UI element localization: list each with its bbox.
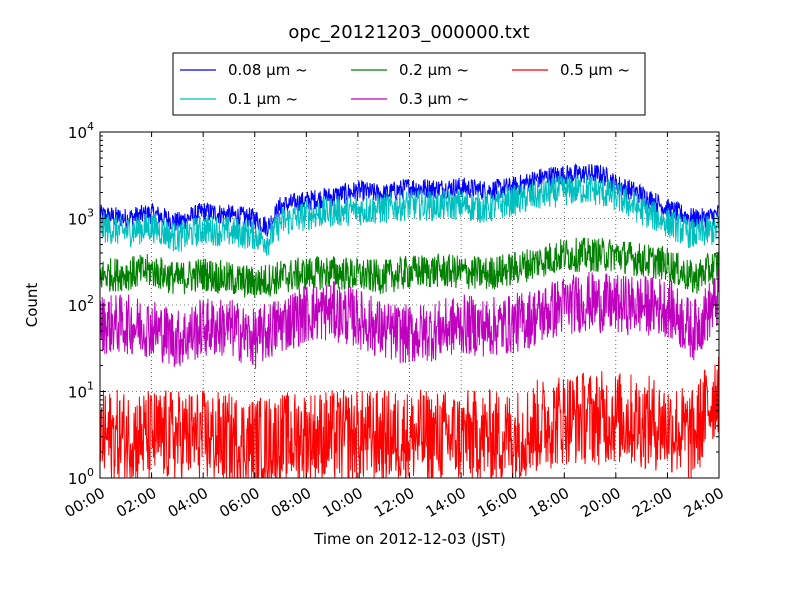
legend-label-0: 0.08 μm ~ xyxy=(228,61,308,79)
y-tick-label: 102 xyxy=(68,293,94,315)
series-line-1 xyxy=(100,174,719,256)
series-line-2 xyxy=(100,237,719,299)
y-tick-label: 103 xyxy=(68,207,94,229)
y-tick-label: 101 xyxy=(68,380,94,402)
y-tick-label: 100 xyxy=(68,466,94,488)
y-axis-title: Count xyxy=(23,283,41,328)
series-layer xyxy=(100,163,719,478)
y-tick-label: 104 xyxy=(68,120,94,142)
series-line-4 xyxy=(100,356,719,478)
legend: 0.08 μm ~ 0.1 μm ~ 0.2 μm ~ 0.3 μm ~ 0.5 μm … xyxy=(172,52,646,116)
legend-label-1: 0.1 μm ~ xyxy=(228,90,298,108)
x-axis-title: Time on 2012-12-03 (JST) xyxy=(313,530,506,548)
legend-box xyxy=(172,52,646,116)
legend-label-3: 0.3 μm ~ xyxy=(399,90,469,108)
chart-title: opc_20121203_000000.txt xyxy=(288,22,529,43)
legend-label-2: 0.2 μm ~ xyxy=(399,61,469,79)
legend-label-4: 0.5 μm ~ xyxy=(560,61,630,79)
series-line-3 xyxy=(100,269,719,369)
